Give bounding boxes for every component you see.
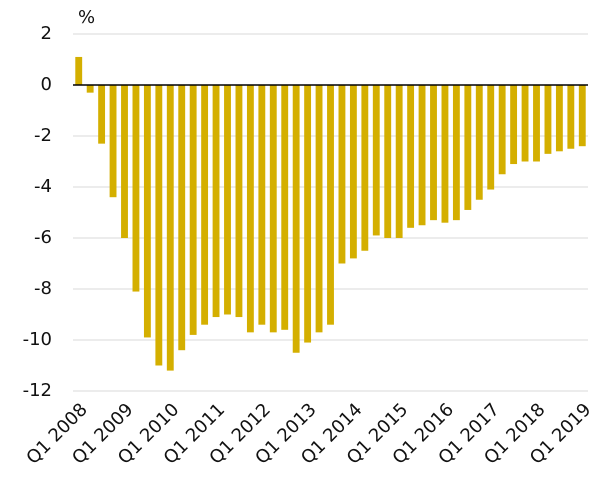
bar (246, 85, 254, 333)
y-tick-label: 2 (41, 23, 52, 44)
bar (407, 85, 415, 228)
bar (349, 85, 357, 259)
bar (212, 85, 220, 318)
bar (384, 85, 392, 238)
y-tick-label: -2 (34, 125, 52, 146)
bar (109, 85, 117, 198)
bar (452, 85, 460, 221)
bar (567, 85, 575, 149)
bar (258, 85, 266, 325)
bar (372, 85, 380, 236)
bar (475, 85, 483, 200)
bar (86, 85, 94, 93)
bar (430, 85, 437, 221)
bar (166, 85, 174, 371)
bar (464, 85, 472, 210)
bar (544, 85, 552, 154)
y-tick-label: 0 (41, 74, 52, 95)
bar (201, 85, 209, 325)
y-tick-label: -8 (34, 278, 52, 299)
bar (395, 85, 403, 238)
bar (189, 85, 197, 335)
bar (75, 56, 83, 85)
bar (327, 85, 334, 325)
bar (235, 85, 243, 318)
y-axis-unit: % (78, 7, 95, 28)
bar (441, 85, 449, 223)
bar (315, 85, 323, 333)
y-tick-label: -6 (34, 227, 52, 248)
bar (121, 85, 128, 238)
bar (281, 85, 289, 330)
bar (521, 85, 529, 162)
bar (224, 85, 231, 315)
y-tick-label: -10 (23, 329, 52, 350)
bar (361, 85, 369, 251)
bar (98, 85, 106, 144)
bar (555, 85, 563, 152)
y-tick-label: -12 (23, 380, 52, 401)
bar (338, 85, 346, 264)
bar (269, 85, 277, 333)
bar (143, 85, 151, 338)
bar (498, 85, 506, 175)
bar (304, 85, 312, 343)
bar (178, 85, 186, 351)
bar (292, 85, 300, 353)
bar (487, 85, 495, 190)
bar (533, 85, 540, 162)
bar (132, 85, 140, 292)
bar (510, 85, 518, 165)
bar (418, 85, 426, 226)
bar (155, 85, 163, 366)
bar (578, 85, 586, 147)
y-tick-label: -4 (34, 176, 52, 197)
